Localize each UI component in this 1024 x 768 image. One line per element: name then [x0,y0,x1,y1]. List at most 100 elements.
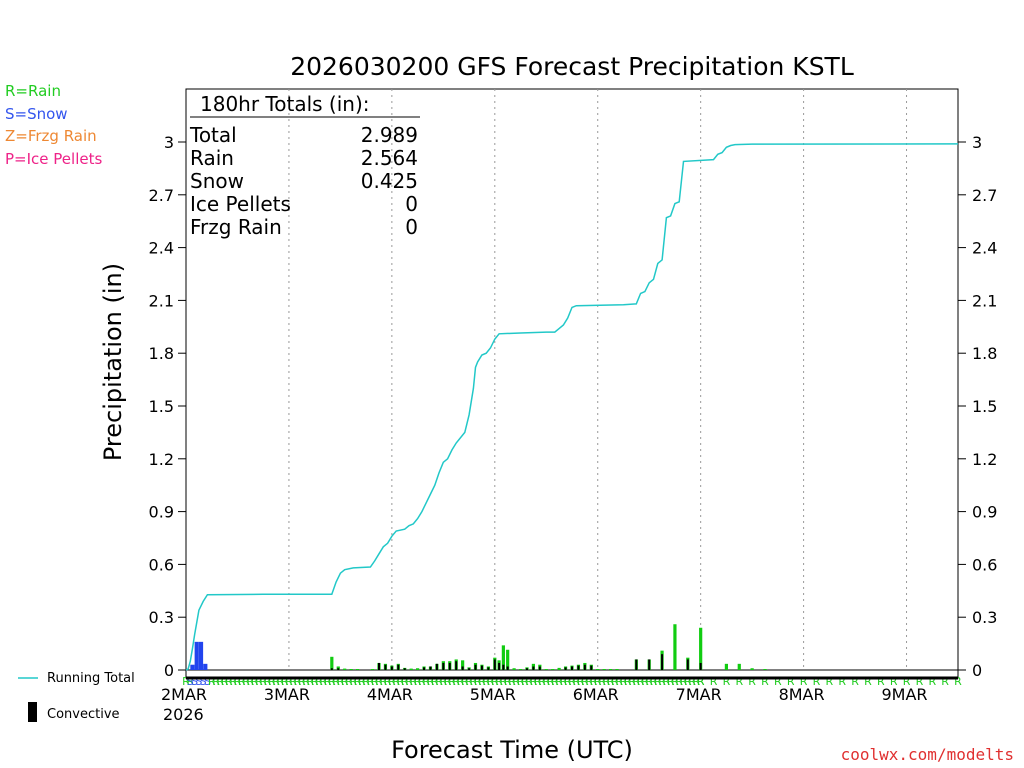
precip-type-code: R [289,675,297,688]
y-tick-label-left: 1.2 [149,450,174,469]
precip-type-code: R [281,675,289,688]
y-tick-label-right: 1.8 [972,344,997,363]
precip-type-code: R [409,675,417,688]
precip-bar [370,669,375,670]
y-tick-label-right: 1.5 [972,397,997,416]
precip-type-code: R [611,675,619,688]
precip-type-code: R [440,675,448,688]
precip-type-code: R [521,675,529,688]
precip-type-code: R [358,675,366,688]
precip-type-code: R [405,675,413,688]
precip-type-code: R [397,675,405,688]
precip-type-code: R [221,675,229,688]
precip-type-code: R [650,675,658,688]
precip-bar [724,663,728,670]
precip-type-code: R [418,675,426,688]
precip-type-code: R [388,675,396,688]
precip-type-code: R [465,675,473,688]
totals-label-total: Total [189,123,237,147]
x-tick-label: 4MAR [367,685,413,704]
precip-type-code: R [680,675,688,688]
precip-type-code: R [542,675,550,688]
precip-type-code: R [487,675,495,688]
y-tick-label-right: 3 [972,133,982,152]
precip-type-code: R [551,675,559,688]
convective-bar [390,666,393,670]
convective-bar [538,666,541,670]
convective-bar [590,665,593,670]
precip-type-code: R [375,675,383,688]
convective-bar [448,662,451,670]
precip-bar [416,668,420,670]
precip-type-code: R [315,675,323,688]
precip-type-code: R [581,675,589,688]
precip-type-code: S [187,675,194,688]
precip-type-code: R [182,675,190,688]
y-tick-label-right: 0.3 [972,608,997,627]
running-total-line [185,143,959,671]
precip-type-code: R [332,675,340,688]
precip-type-code: R [379,675,387,688]
precip-bars [190,624,767,670]
precip-type-code: R [658,675,666,688]
precip-type-code: R [534,675,542,688]
totals-value-snow: 0.425 [361,169,418,193]
precip-type-code: R [663,675,671,688]
plot-frame [185,88,959,679]
convective-bar [571,666,573,670]
precip-type-code: R [675,675,683,688]
precip-type-code: R [624,675,632,688]
precip-type-code: R [285,675,293,688]
convective-bar [337,668,340,670]
precip-type-code: R [620,675,628,688]
y-axis-left: 0 0.3 0.6 0.9 1.2 1.5 1.8 2.1 2.4 2.7 3 [149,133,186,680]
totals-value-total: 2.989 [361,123,418,147]
convective-bar [564,667,567,670]
totals-header: 180hr Totals (in): [200,92,370,116]
precip-type-code: R [259,675,267,688]
precip-bar [602,669,606,670]
precip-type-code: R [637,675,645,688]
convective-bar [699,662,702,670]
gridlines [288,89,908,670]
chart-title: 2026030200 GFS Forecast Precipitation KS… [290,52,854,81]
precip-type-code: R [903,675,911,688]
precip-type-code: R [598,675,606,688]
precip-type-code: R [628,675,636,688]
precip-type-code: R [268,675,276,688]
precip-type-code: R [838,675,846,688]
convective-bar [648,659,651,670]
precip-bar [198,641,204,670]
precip-type-code: R [427,675,435,688]
precip-type-code: R [392,675,400,688]
precip-type-code: R [435,675,443,688]
precip-type-code: R [538,675,546,688]
precip-bar [190,664,195,670]
y-tick-label-left: 1.5 [149,397,174,416]
y-tick-label-left: 0 [164,661,174,680]
convective-bar [397,664,400,670]
precip-type-code: R [251,675,259,688]
precip-type-code: R [641,675,649,688]
precip-type-code: R [474,675,482,688]
legend-rain: R=Rain [5,82,61,100]
x-tick-label: 7MAR [676,685,722,704]
convective-bar [502,664,505,670]
precip-type-code: R [864,675,872,688]
totals-label-frzg-rain: Frzg Rain [190,215,282,239]
convective-bar [493,659,496,670]
x-tick-label: 9MAR [882,685,928,704]
precip-type-code: R [422,675,430,688]
precip-type-code: R [633,675,641,688]
precip-type-code: R [890,675,898,688]
x-tick-label: 5MAR [470,685,516,704]
convective-bar [487,667,490,670]
precip-type-code: R [594,675,602,688]
precip-type-code: R [761,675,769,688]
y-tick-label-right: 2.1 [972,291,997,310]
precip-bar [763,669,767,670]
x-axis-year: 2026 [163,705,204,724]
totals-value-rain: 2.564 [361,146,418,170]
precip-bar [699,627,703,670]
